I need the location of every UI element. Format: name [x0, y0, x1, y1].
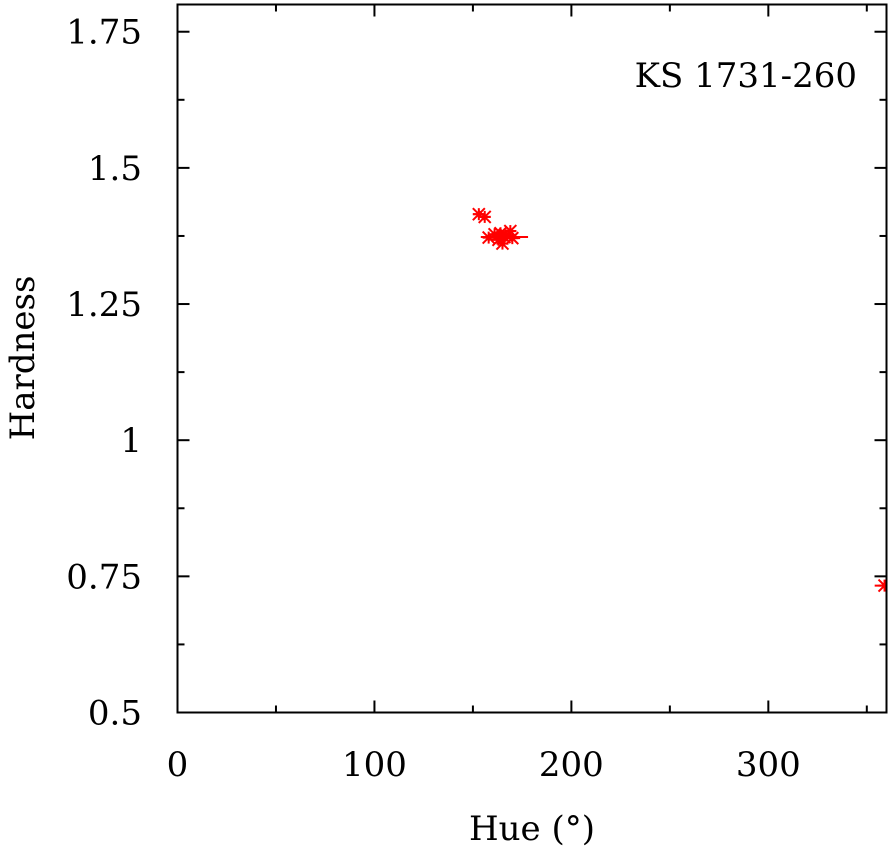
x-axis-title: Hue (°) — [469, 809, 595, 849]
y-tick-label: 1.5 — [88, 149, 142, 189]
x-tick-label: 100 — [342, 745, 407, 785]
y-tick-label: 1.75 — [66, 13, 142, 53]
y-axis-title: Hardness — [3, 276, 43, 441]
y-tick-label: 0.75 — [66, 557, 142, 597]
x-tick-label: 0 — [167, 745, 189, 785]
annotation-label: KS 1731-260 — [635, 56, 857, 96]
y-tick-label: 0.5 — [88, 694, 142, 734]
data-point — [874, 578, 887, 593]
axis-ticks: 0 100 200 300 0.5 0.75 1 1.25 1.5 1.75 — [66, 4, 887, 785]
y-tick-label: 1.25 — [66, 285, 142, 325]
x-tick-label: 300 — [736, 745, 801, 785]
x-tick-label: 200 — [539, 745, 604, 785]
plot-frame — [176, 3, 888, 714]
data-points — [472, 207, 887, 593]
data-point — [478, 210, 492, 224]
y-tick-label: 1 — [120, 421, 142, 461]
data-point — [504, 231, 521, 245]
